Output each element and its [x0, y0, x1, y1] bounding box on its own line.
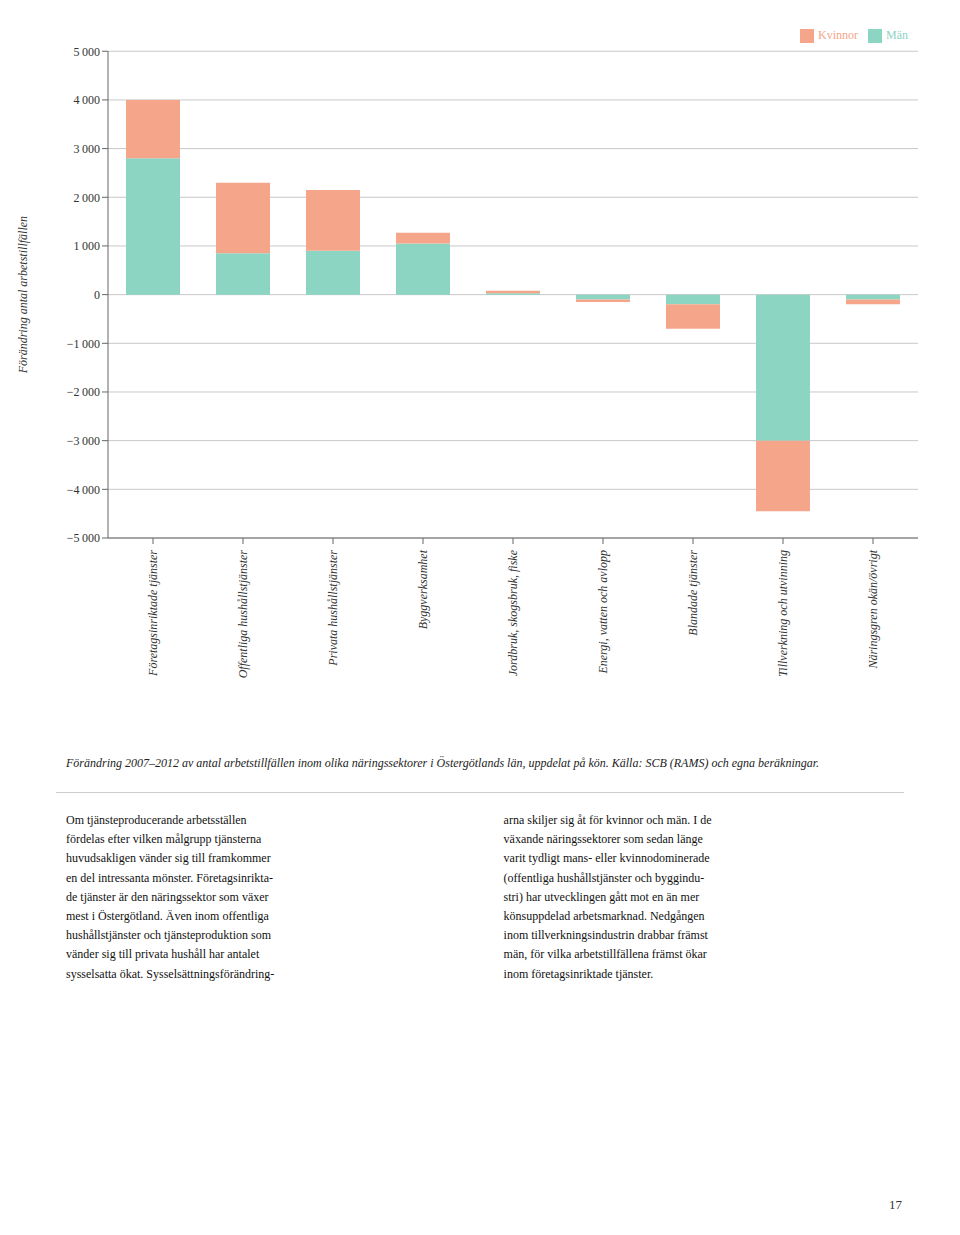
svg-text:1 000: 1 000	[74, 239, 100, 253]
svg-text:−1 000: −1 000	[67, 337, 100, 351]
html-text:arna skiljer sig åt för kvinno: arna skiljer sig åt för kvinnor och män.…	[503, 813, 712, 981]
svg-text:Offentliga hushållstjänster: Offentliga hushållstjänster	[236, 550, 250, 679]
html-text:17: 17	[889, 1197, 902, 1212]
svg-text:Jordbruk, skogsbruk, fiske: Jordbruk, skogsbruk, fiske	[506, 549, 520, 676]
svg-text:3 000: 3 000	[74, 142, 100, 156]
svg-text:Näringsgren okän/övrigt: Näringsgren okän/övrigt	[866, 549, 880, 669]
html-text:Män: Män	[886, 28, 908, 42]
svg-text:−5 000: −5 000	[67, 531, 100, 545]
svg-text:Blandade tjänster: Blandade tjänster	[686, 550, 700, 636]
html-text:Om tjänsteproducerande arbetss: Om tjänsteproducerande arbetsställen för…	[66, 813, 275, 981]
svg-text:Energi, vatten och avlopp: Energi, vatten och avlopp	[596, 550, 610, 675]
svg-text:0: 0	[94, 288, 100, 302]
svg-text:Företagsinriktade tjänster: Företagsinriktade tjänster	[146, 550, 160, 677]
html-text:Kvinnor: Kvinnor	[818, 28, 858, 42]
svg-text:−4 000: −4 000	[67, 483, 100, 497]
svg-text:5 000: 5 000	[74, 45, 100, 59]
svg-text:−2 000: −2 000	[67, 385, 100, 399]
svg-text:Förändring antal arbetstillfäl: Förändring antal arbetstillfällen	[16, 216, 30, 374]
svg-text:−3 000: −3 000	[67, 434, 100, 448]
svg-text:Byggverksamhet: Byggverksamhet	[416, 549, 430, 629]
svg-text:4 000: 4 000	[74, 93, 100, 107]
svg-text:Privata hushållstjänster: Privata hushållstjänster	[326, 550, 340, 667]
svg-text:Tillverkning och utvinning: Tillverkning och utvinning	[776, 550, 790, 677]
html-text:Förändring 2007–2012 av antal: Förändring 2007–2012 av antal arbetstill…	[66, 756, 820, 770]
svg-text:2 000: 2 000	[74, 191, 100, 205]
